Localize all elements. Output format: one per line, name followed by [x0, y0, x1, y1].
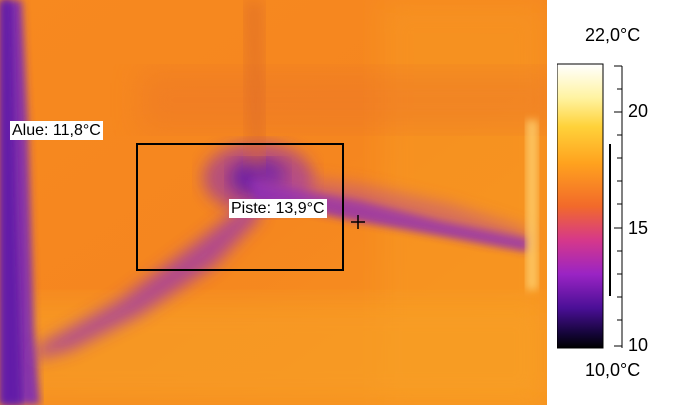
area-measurement-label: Alue: 11,8°C [10, 121, 103, 140]
scale-ticks [609, 65, 623, 348]
scale-tick-15: 15 [628, 218, 649, 238]
spot-crosshair-icon[interactable] [351, 215, 365, 229]
thermal-image [0, 0, 547, 405]
color-scale-bar [557, 63, 604, 349]
scale-tick-10: 10 [628, 335, 649, 355]
spot-measurement-label: Piste: 13,9°C [229, 199, 327, 218]
measurement-area-box[interactable] [136, 143, 344, 271]
scale-min-label: 10,0°C [585, 360, 641, 380]
thermal-image-canvas [0, 0, 547, 405]
scale-max-label: 22,0°C [585, 25, 641, 45]
scale-tick-20: 20 [628, 101, 649, 121]
